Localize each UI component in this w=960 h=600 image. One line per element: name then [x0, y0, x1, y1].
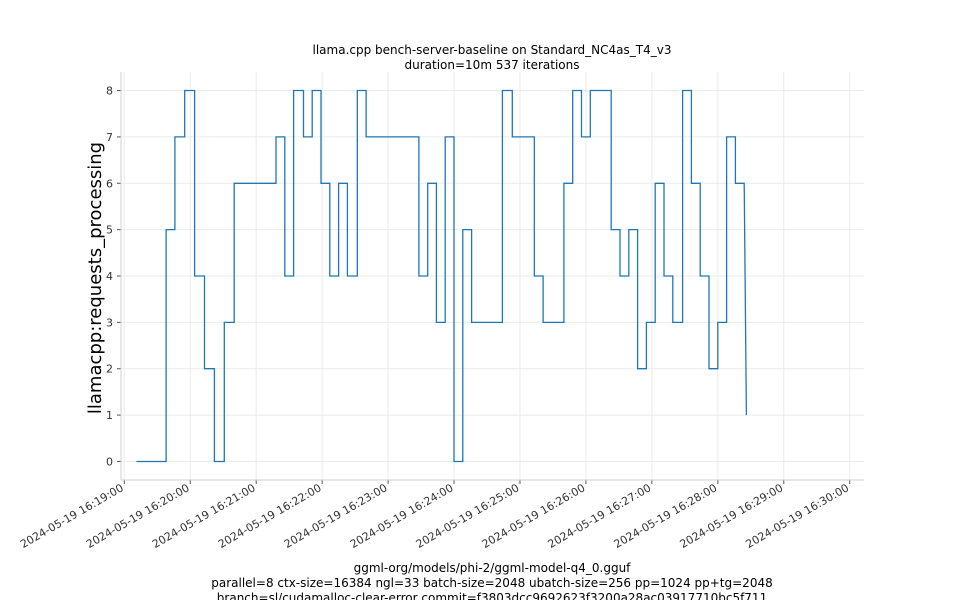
chart-subtitle: duration=10m 537 iterations — [405, 58, 580, 72]
grid-lines — [121, 72, 864, 480]
y-tick-label: 1 — [106, 409, 113, 422]
y-tick-label: 8 — [106, 85, 113, 98]
y-tick-label: 2 — [106, 363, 113, 376]
x-axis-label-branch: branch=sl/cudamalloc-clear-error commit=… — [217, 591, 767, 600]
plot-area — [136, 89, 748, 463]
y-tick-label: 7 — [106, 131, 113, 144]
x-axis-label-params: parallel=8 ctx-size=16384 ngl=33 batch-s… — [211, 576, 772, 590]
x-tick-label: 2024-05-19 16:19:00 — [18, 481, 126, 551]
series-line — [136, 89, 748, 463]
chart-title: llama.cpp bench-server-baseline on Stand… — [313, 43, 672, 57]
y-tick-label: 3 — [106, 316, 113, 329]
y-axis-label: llamacpp:requests_processing — [85, 142, 106, 414]
y-tick-label: 5 — [106, 224, 113, 237]
y-tick-label: 0 — [106, 455, 113, 468]
y-axis: 0 1 2 3 4 5 6 7 8 — [106, 72, 122, 480]
y-tick-label: 6 — [106, 177, 113, 190]
x-axis-label-model: ggml-org/models/phi-2/ggml-model-q4_0.gg… — [354, 561, 632, 575]
y-tick-label: 4 — [106, 270, 113, 283]
